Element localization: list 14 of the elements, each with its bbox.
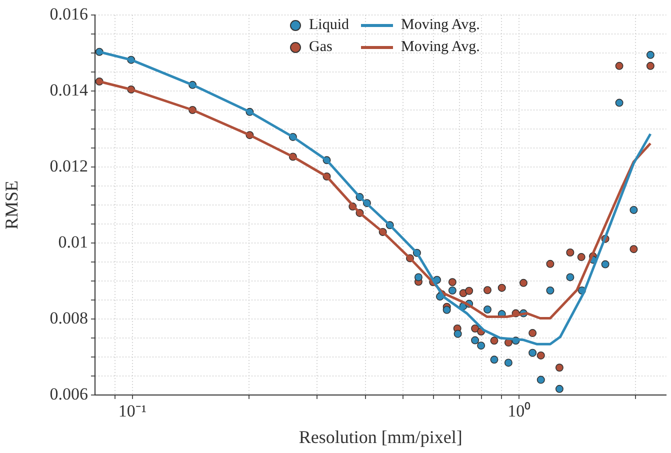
- legend-label: Liquid: [309, 16, 349, 34]
- y-tick-label: 0.012: [50, 156, 88, 176]
- x-tick-label: 10⁰: [508, 402, 531, 421]
- y-tick-label: 0.014: [50, 80, 88, 100]
- x-tick-label: 10⁻¹: [118, 402, 147, 421]
- y-tick-label: 0.006: [50, 384, 88, 404]
- y-axis-title: RMSE: [2, 180, 22, 230]
- legend-label: Moving Avg.: [401, 16, 480, 34]
- x-axis-title: Resolution [mm/pixel]: [298, 426, 462, 447]
- legend-label: Moving Avg.: [401, 38, 480, 56]
- y-tick-label: 0.016: [50, 4, 88, 24]
- y-tick-label: 0.01: [58, 232, 88, 252]
- y-tick-label: 0.008: [50, 308, 88, 328]
- legend-label: Gas: [309, 38, 332, 56]
